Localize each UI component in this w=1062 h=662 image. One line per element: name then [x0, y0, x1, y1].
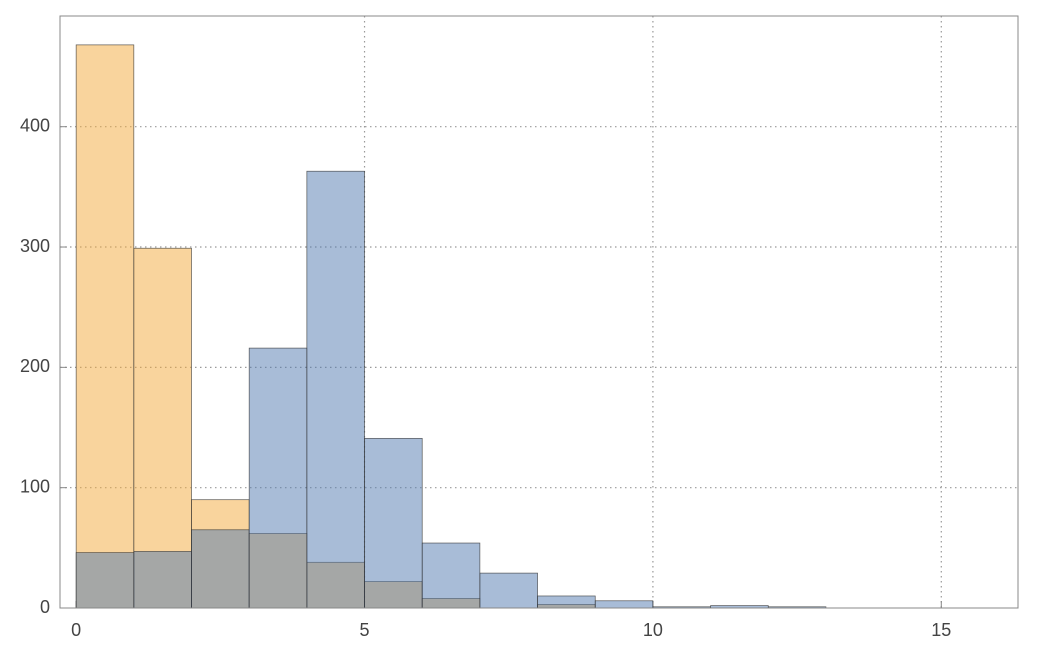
- bar: [133, 247, 192, 609]
- bar: [537, 595, 596, 609]
- x-tick-label: 5: [360, 620, 370, 640]
- y-tick-label: 0: [40, 597, 50, 617]
- bar: [594, 600, 654, 609]
- y-tick-label: 300: [20, 236, 50, 256]
- y-tick-label: 400: [20, 115, 50, 135]
- bar: [75, 44, 135, 609]
- bar: [421, 542, 481, 609]
- x-tick-label: 15: [931, 620, 951, 640]
- x-tick-label: 10: [643, 620, 663, 640]
- bar: [75, 552, 135, 609]
- plot-frame: [59, 15, 1019, 609]
- bar: [306, 170, 365, 609]
- y-tick-label: 100: [20, 476, 50, 496]
- x-tick-label: 0: [71, 620, 81, 640]
- y-tick-label: 200: [20, 356, 50, 376]
- bar: [364, 437, 423, 609]
- bar: [248, 347, 308, 609]
- bar: [191, 529, 250, 609]
- bar: [133, 551, 192, 609]
- bar: [479, 572, 538, 609]
